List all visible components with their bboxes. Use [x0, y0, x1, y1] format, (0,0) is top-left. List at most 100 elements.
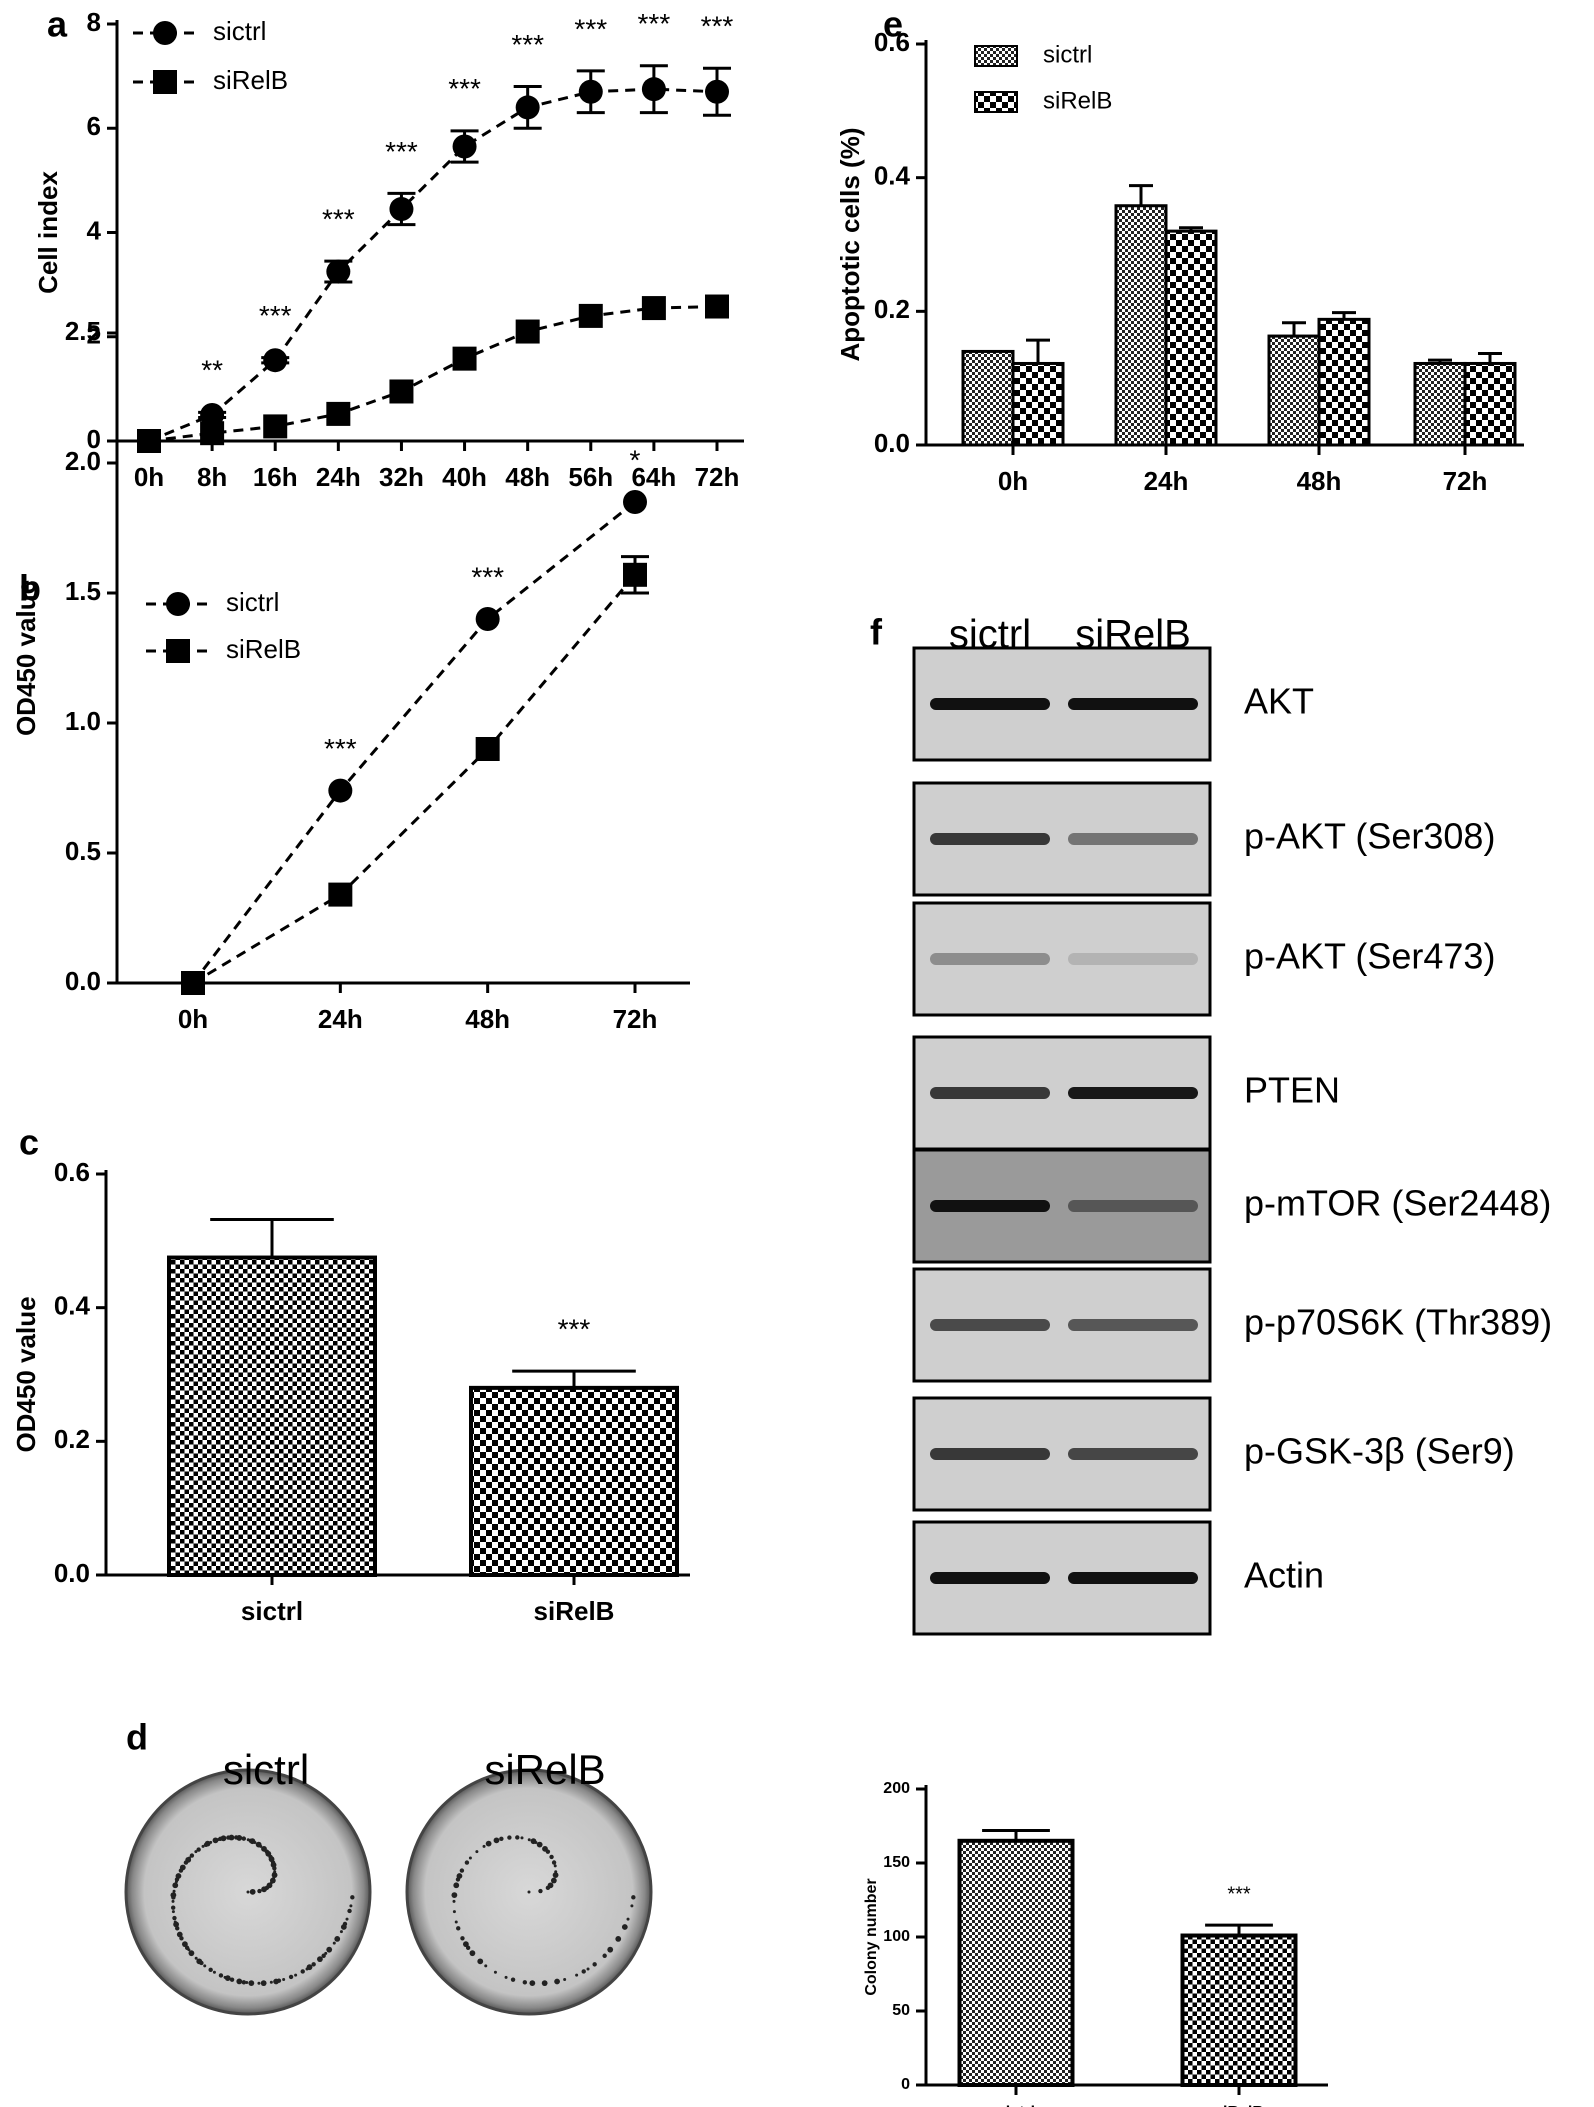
x-tick-label: siRelB: [534, 1596, 615, 1626]
marker: [578, 303, 603, 328]
colony: [246, 1890, 250, 1894]
colony: [171, 1910, 175, 1914]
x-tick-label: 0h: [178, 1004, 208, 1034]
significance: ***: [259, 300, 292, 331]
error-bar: [1179, 226, 1203, 232]
bar: [1413, 361, 1467, 447]
colony: [189, 1853, 195, 1858]
colony: [462, 1941, 469, 1948]
y-tick-label: 0.6: [874, 27, 910, 57]
y-tick-label: 0.2: [874, 294, 910, 324]
protein-label: PTEN: [1244, 1070, 1340, 1111]
colony: [241, 1980, 247, 1985]
marker: [326, 259, 351, 284]
marker: [452, 134, 477, 159]
colony: [257, 1888, 262, 1894]
protein-label: p-GSK-3β (Ser9): [1244, 1431, 1515, 1472]
colony: [171, 1899, 175, 1903]
marker: [328, 778, 353, 803]
colony: [549, 1854, 554, 1860]
colony: [179, 1864, 186, 1871]
y-tick-label: 0.6: [54, 1157, 90, 1187]
colony: [454, 1920, 458, 1924]
colony: [311, 1962, 316, 1967]
significance: *: [630, 444, 641, 475]
colony: [321, 1953, 326, 1958]
bar: [1463, 361, 1517, 447]
series-line: [148, 305, 718, 443]
marker: [328, 882, 353, 907]
marker: [452, 346, 477, 371]
error-bar: [512, 1369, 636, 1388]
colony: [268, 1856, 275, 1863]
significance: ***: [1227, 1883, 1251, 1905]
bar: [167, 1255, 377, 1577]
colony: [527, 1838, 531, 1842]
colony: [529, 1980, 536, 1987]
legend-swatch: [974, 45, 1018, 67]
x-tick-label: 56h: [568, 462, 613, 492]
colony: [493, 1970, 497, 1974]
colony: [259, 1844, 263, 1848]
colony: [217, 1838, 221, 1842]
colony: [554, 1978, 560, 1985]
colony: [534, 1841, 538, 1845]
colony: [208, 1967, 213, 1973]
bar: [1267, 334, 1321, 447]
colony: [265, 1885, 269, 1889]
marker: [200, 421, 225, 446]
x-tick-label: 8h: [197, 462, 227, 492]
colony: [194, 1956, 198, 1960]
series-line: [148, 87, 718, 443]
x-tick-label: 72h: [613, 1004, 658, 1034]
marker: [137, 429, 161, 453]
y-axis-label: Colony number: [863, 1878, 880, 1995]
colony: [236, 1978, 243, 1985]
marker: [200, 402, 225, 427]
colony: [248, 1980, 255, 1987]
colony: [265, 1850, 272, 1857]
error-bar: [1026, 338, 1050, 364]
panel-label: e: [883, 4, 903, 45]
marker: [263, 348, 288, 373]
y-tick-label: 0.4: [54, 1291, 91, 1321]
colony: [456, 1873, 463, 1879]
colony: [172, 1882, 179, 1889]
colony: [504, 1975, 508, 1979]
marker: [623, 562, 647, 587]
bar: [1114, 204, 1168, 447]
significance: ***: [701, 11, 734, 42]
panel-label: f: [870, 612, 883, 653]
marker: [641, 296, 666, 321]
colony: [469, 1950, 476, 1957]
y-tick-label: 0.0: [874, 428, 910, 458]
band: [930, 1087, 1050, 1099]
x-tick-label: 24h: [316, 462, 361, 492]
legend-swatch: [974, 91, 1018, 113]
colony: [175, 1873, 182, 1879]
significance: ***: [638, 8, 671, 39]
colony: [224, 1975, 231, 1982]
colony: [332, 1941, 336, 1945]
colony: [538, 1888, 543, 1894]
y-tick-label: 0.0: [54, 1558, 90, 1588]
colony: [181, 1941, 188, 1948]
band: [930, 1448, 1050, 1460]
colony: [241, 1836, 247, 1841]
colony: [522, 1980, 528, 1985]
marker: [166, 592, 190, 616]
colony: [188, 1950, 195, 1957]
error-bar: [1332, 311, 1356, 320]
colony: [212, 1837, 219, 1844]
colony: [563, 1978, 567, 1982]
y-tick-label: 4: [87, 215, 102, 245]
colony: [218, 1973, 224, 1978]
x-tick-label: 48h: [1297, 466, 1342, 496]
colony: [170, 1905, 176, 1910]
band: [930, 1572, 1050, 1584]
y-tick-label: 200: [883, 1780, 910, 1797]
colony: [276, 1978, 282, 1983]
colony: [452, 1899, 456, 1903]
y-tick-label: 0: [87, 424, 101, 454]
colony: [260, 1980, 267, 1987]
